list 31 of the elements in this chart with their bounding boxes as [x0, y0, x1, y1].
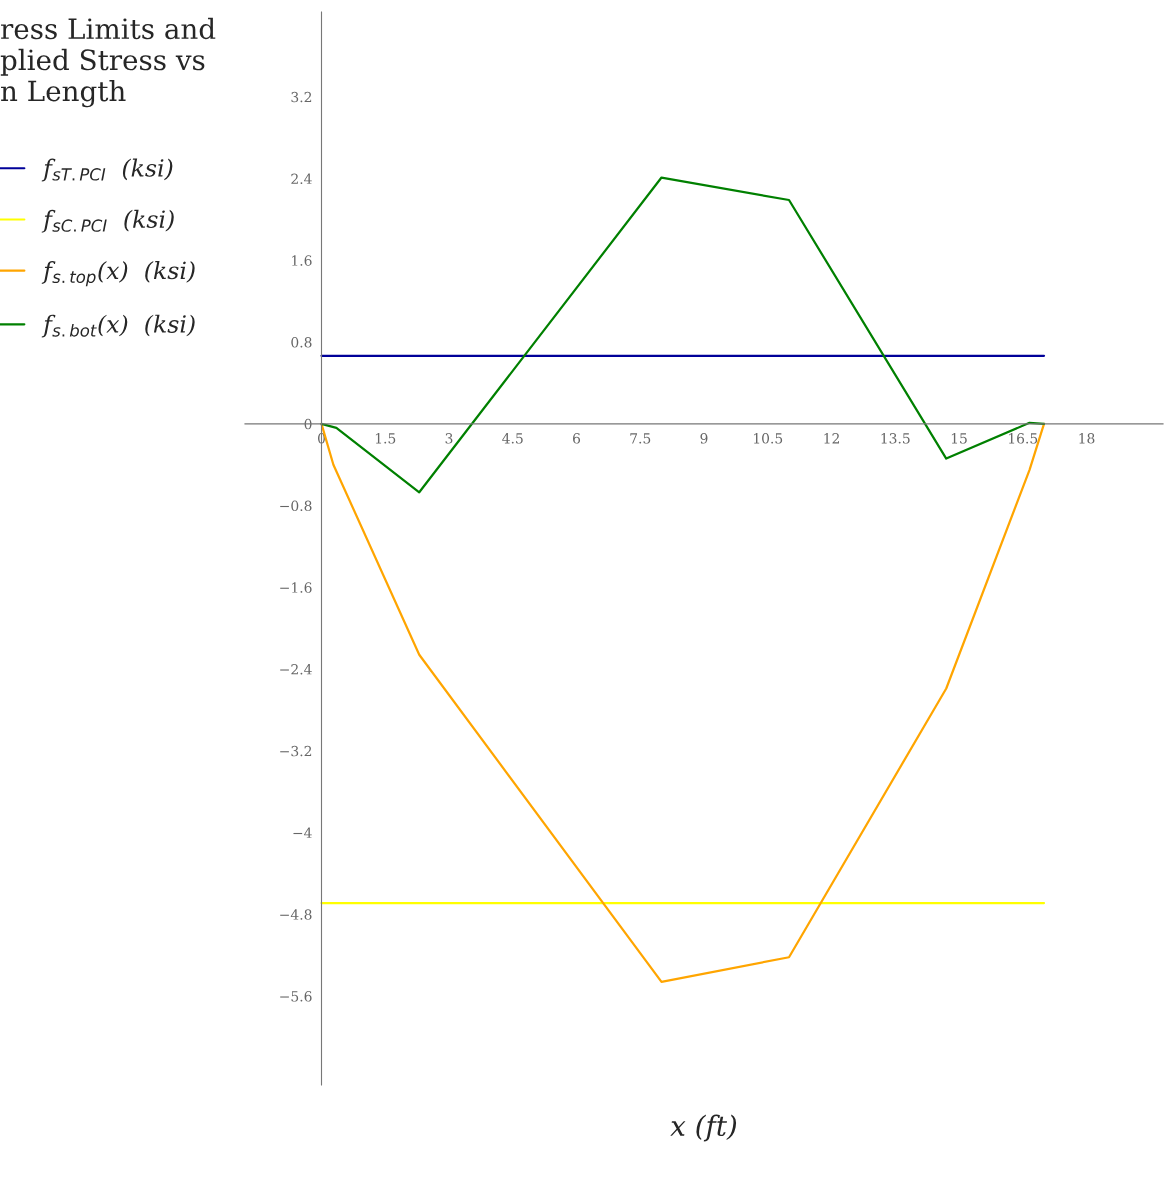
x-tick-label: 12: [824, 433, 839, 444]
line-series: [320, 422, 1046, 983]
y-tick-label: 0.8: [291, 337, 312, 348]
x-tick-label: 15: [951, 433, 967, 444]
x-tick-label: 1.5: [375, 433, 396, 444]
y-tick-label: 3.2: [291, 91, 312, 103]
y-tick-label: 1.6: [292, 255, 312, 266]
legend-label: f$_{s.bot}$(x) (ksi): [41, 314, 195, 338]
y-tick-label: −4.8: [280, 909, 312, 920]
y-tick-label: −5.6: [280, 991, 312, 1002]
x-tick-label: 16.5: [1008, 433, 1038, 444]
legend-label: f$_{sT.PCI}$ (ksi): [41, 158, 173, 182]
y-tick-label: −0.8: [280, 500, 312, 512]
y-tick-label: −1.6: [280, 582, 312, 593]
text: ress Limits and plied Stress vs n Length: [0, 17, 216, 108]
x-tick-label: 7.5: [630, 433, 651, 444]
legend-label: f$_{sC.PCI}$ (ksi): [41, 209, 174, 233]
y-tick-label: −4: [293, 827, 312, 838]
y-tick-label: 2.4: [291, 173, 312, 185]
x-tick-label: 4.5: [502, 433, 523, 444]
legend-label: f$_{s.top}$(x) (ksi): [41, 261, 195, 287]
x-tick-label: 18: [1079, 433, 1095, 444]
x-tick-label: 9: [700, 433, 708, 444]
line-series: [320, 176, 1046, 494]
x-axis-title: x (ft): [670, 1114, 737, 1142]
x-tick-label: 10.5: [753, 433, 783, 444]
y-tick-label: −2.4: [280, 664, 312, 675]
x-tick-label: 6: [573, 433, 581, 444]
y-tick-label: −3.2: [280, 745, 312, 757]
x-tick-label: 13.5: [881, 433, 910, 444]
x-tick-label: 3: [445, 433, 453, 444]
